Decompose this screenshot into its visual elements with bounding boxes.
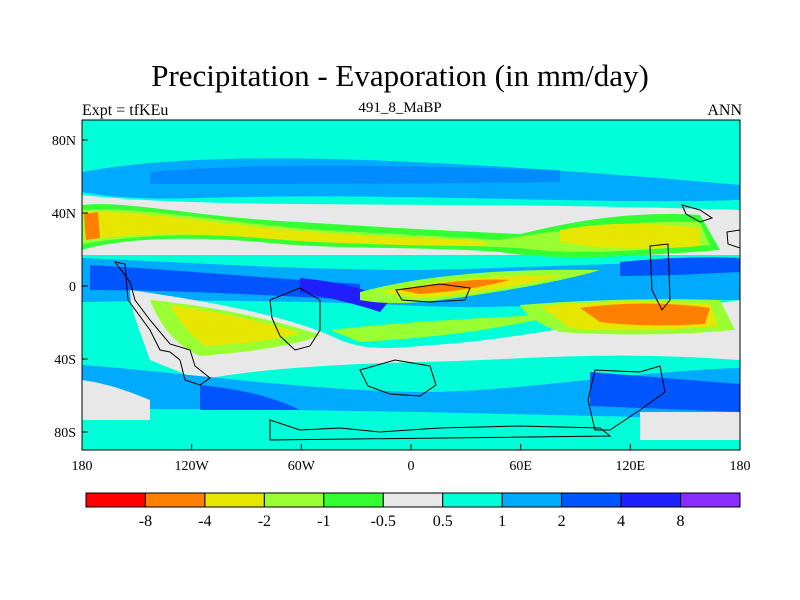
colorbar-label: -2 [258, 513, 271, 530]
colorbar-box [382, 492, 444, 508]
latitude-axis: 80N 40N 0 40S 80S [52, 134, 88, 441]
colorbar-box [85, 492, 146, 508]
lat-tick-label: 40N [52, 207, 76, 222]
lon-tick-label: 0 [408, 459, 415, 474]
lat-tick-label: 80S [54, 426, 76, 441]
colorbar-box [263, 492, 325, 508]
lat-tick-label: 0 [69, 280, 76, 295]
colorbar-label: -4 [198, 513, 211, 530]
lon-tick-label: 180 [730, 459, 751, 474]
colorbar-box [561, 492, 622, 508]
map-fill-layer [82, 120, 740, 450]
colorbar-box [323, 492, 384, 508]
lat-tick-label: 40S [54, 353, 76, 368]
colorbar-label: 2 [558, 513, 566, 530]
lat-tick-label: 80N [52, 134, 76, 149]
season-label: ANN [707, 102, 742, 119]
colorbar-box [620, 492, 682, 508]
colorbar-box [442, 492, 503, 508]
colorbar-label: -0.5 [371, 513, 396, 530]
colorbar-label: 1 [498, 513, 506, 530]
colorbar-label: 4 [617, 513, 625, 530]
lon-tick-label: 60E [509, 459, 532, 474]
colorbar [85, 492, 741, 508]
colorbar-label: 0.5 [433, 513, 453, 530]
colorbar-box [501, 492, 563, 508]
map-title: Precipitation - Evaporation (in mm/day) [151, 58, 649, 93]
colorbar-box [144, 492, 206, 508]
lon-tick-label: 120E [616, 459, 646, 474]
lon-tick-label: 180 [72, 459, 93, 474]
experiment-label: Expt = tfKEu [82, 102, 169, 119]
colorbar-label: 8 [677, 513, 685, 530]
lon-tick-label: 120W [175, 459, 210, 474]
lon-tick-label: 60W [288, 459, 316, 474]
colorbar-label: -8 [139, 513, 152, 530]
run-label: 491_8_MaBP [358, 100, 442, 116]
colorbar-box [204, 492, 265, 508]
colorbar-box [680, 492, 741, 508]
colorbar-label: -1 [317, 513, 330, 530]
colorbar-labels: -8 -4 -2 -1 -0.5 0.5 1 2 4 8 [139, 513, 685, 530]
longitude-axis: 180 120W 60W 0 60E 120E 180 [72, 444, 751, 474]
